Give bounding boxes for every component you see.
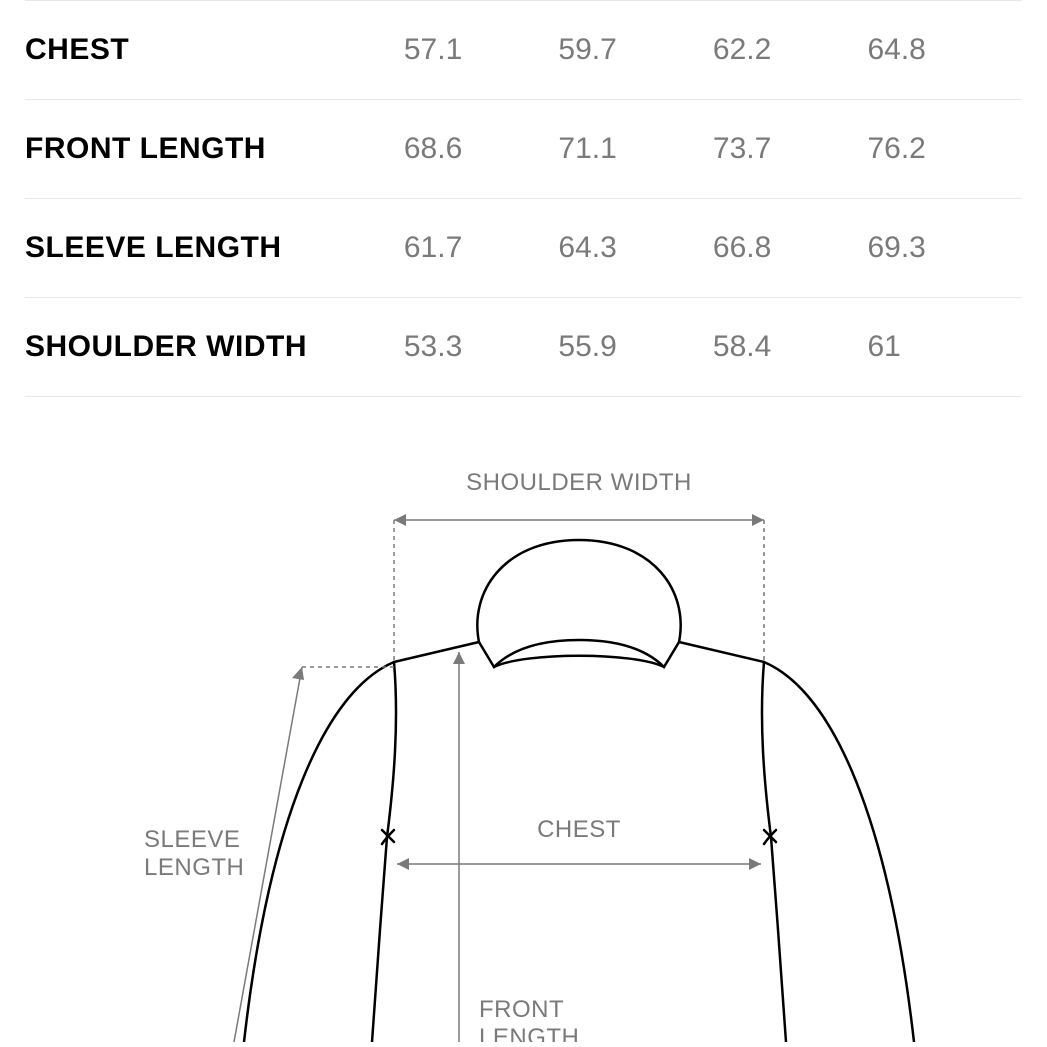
shoulder-width-label: SHOULDER WIDTH xyxy=(466,469,692,496)
front-length-arrow-up-icon xyxy=(453,652,465,664)
row-value: 71.1 xyxy=(558,100,713,199)
hood-outline xyxy=(477,540,680,667)
row-value: 64.8 xyxy=(867,1,1022,100)
right-shoulder xyxy=(679,642,764,662)
row-value: 55.9 xyxy=(558,298,713,397)
hoodie-diagram-svg: SHOULDER WIDTH xyxy=(124,462,924,1042)
sleeve-length-label-1: SLEEVE xyxy=(144,826,240,853)
row-label: SLEEVE LENGTH xyxy=(25,199,404,298)
front-length-label-2: LENGTH xyxy=(479,1024,579,1042)
table-row: SLEEVE LENGTH 61.7 64.3 66.8 69.3 xyxy=(25,199,1022,298)
arrow-up-icon xyxy=(292,667,304,680)
left-shoulder xyxy=(394,642,479,662)
row-label: CHEST xyxy=(25,1,404,100)
row-value: 76.2 xyxy=(867,100,1022,199)
row-value: 59.7 xyxy=(558,1,713,100)
row-value: 66.8 xyxy=(713,199,868,298)
row-value: 53.3 xyxy=(404,298,559,397)
chest-arrow-right-icon xyxy=(749,858,761,870)
chest-arrow-left-icon xyxy=(397,858,409,870)
size-table: CHEST 57.1 59.7 62.2 64.8 FRONT LENGTH 6… xyxy=(25,0,1022,397)
row-value: 58.4 xyxy=(713,298,868,397)
left-sleeve-inner xyxy=(387,662,396,837)
row-value: 61.7 xyxy=(404,199,559,298)
sleeve-length-label-2: LENGTH xyxy=(144,854,244,881)
right-sleeve-inner xyxy=(761,662,770,837)
table-row: SHOULDER WIDTH 53.3 55.9 58.4 61 xyxy=(25,298,1022,397)
chest-label: CHEST xyxy=(537,816,621,843)
right-body-side xyxy=(771,837,786,1042)
row-label: FRONT LENGTH xyxy=(25,100,404,199)
row-value: 57.1 xyxy=(404,1,559,100)
row-value: 73.7 xyxy=(713,100,868,199)
row-value: 69.3 xyxy=(867,199,1022,298)
table-row: CHEST 57.1 59.7 62.2 64.8 xyxy=(25,1,1022,100)
front-length-label-1: FRONT xyxy=(479,996,564,1023)
size-table-body: CHEST 57.1 59.7 62.2 64.8 FRONT LENGTH 6… xyxy=(25,1,1022,397)
neck-line xyxy=(494,656,664,667)
left-sleeve-outer xyxy=(244,662,394,1042)
table-row: FRONT LENGTH 68.6 71.1 73.7 76.2 xyxy=(25,100,1022,199)
left-body-side xyxy=(372,837,387,1042)
arrow-right-icon xyxy=(752,514,764,526)
row-value: 64.3 xyxy=(558,199,713,298)
row-label: SHOULDER WIDTH xyxy=(25,298,404,397)
arrow-left-icon xyxy=(394,514,406,526)
row-value: 62.2 xyxy=(713,1,868,100)
measurement-diagram: SHOULDER WIDTH xyxy=(25,462,1022,1042)
row-value: 68.6 xyxy=(404,100,559,199)
row-value: 61 xyxy=(867,298,1022,397)
right-sleeve-outer xyxy=(764,662,914,1042)
